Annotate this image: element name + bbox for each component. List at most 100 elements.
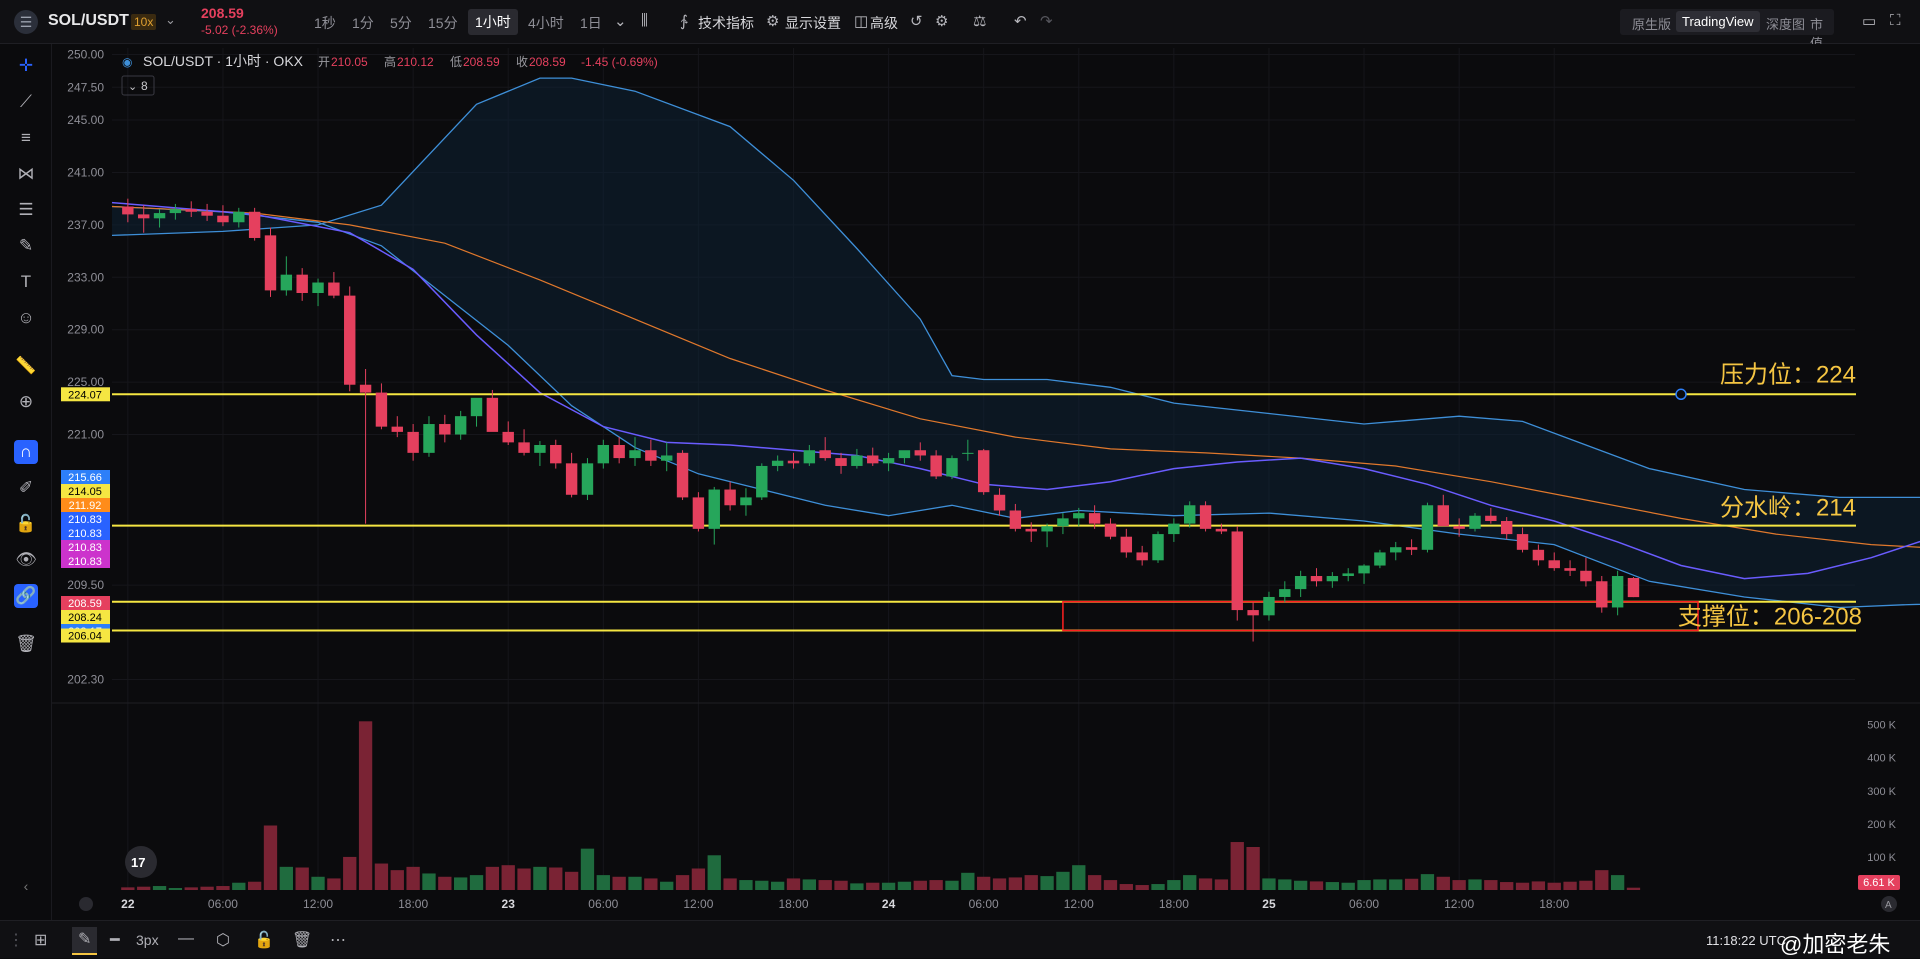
candle-body bbox=[407, 431, 419, 453]
collapse-chevron-icon[interactable]: ‹ bbox=[23, 878, 29, 894]
chevron-down-icon[interactable]: ⌄ bbox=[165, 12, 176, 27]
replay-icon[interactable]: ↺ bbox=[910, 13, 923, 30]
candle-body bbox=[1564, 568, 1576, 571]
candle-body bbox=[597, 444, 610, 464]
ruler-icon[interactable]: 📏 bbox=[15, 356, 37, 375]
redo-icon[interactable]: ↷ bbox=[1040, 13, 1053, 30]
line-width-icon[interactable]: ━ bbox=[110, 932, 120, 949]
display-settings-button[interactable]: 显示设置 bbox=[785, 15, 841, 31]
volume-bar bbox=[786, 878, 801, 890]
emoji-icon[interactable]: ☺ bbox=[17, 308, 35, 327]
legend-title: SOL/USDT · 1小时 · OKX bbox=[143, 53, 304, 69]
channel-icon[interactable]: ≡ bbox=[21, 128, 31, 147]
candle-body bbox=[1041, 526, 1053, 532]
volume-bar bbox=[770, 881, 785, 890]
legend-low: 208.59 bbox=[463, 55, 500, 69]
timeframe-1h[interactable]: 1小时 bbox=[468, 9, 518, 35]
symbol-name[interactable]: SOL/USDT bbox=[48, 12, 129, 29]
level-annotations: 压力位：224 分水岭：214 支撑位：206-208 bbox=[1678, 361, 1862, 630]
text-icon[interactable]: T bbox=[20, 272, 32, 291]
view-switcher: 原生版 TradingView 深度图 市值 bbox=[1620, 9, 1834, 51]
compare-icon[interactable]: ⚖ bbox=[973, 13, 987, 30]
window-icon[interactable]: ▭ bbox=[1862, 13, 1877, 30]
candle-body bbox=[502, 431, 514, 443]
trendline-icon[interactable]: ⟋ bbox=[20, 92, 32, 111]
volume-bar bbox=[200, 886, 214, 890]
timeframe-15m[interactable]: 15分 bbox=[428, 15, 458, 31]
candle-body bbox=[756, 465, 768, 498]
candle-type-icon[interactable]: ⫼ bbox=[641, 12, 648, 29]
trash-icon[interactable]: 🗑 bbox=[15, 634, 37, 653]
bottom-toolbar: ⋮ ⊞ ✎ ━ 3px — ⬡ 🔓 🗑 ⋯ 11:18:22 UTC @加密老朱 bbox=[0, 920, 1920, 958]
view-depth[interactable]: 深度图 bbox=[1766, 17, 1806, 32]
draw-lock-icon[interactable]: ✐ bbox=[18, 478, 34, 497]
volume-bar bbox=[1246, 847, 1260, 890]
timeframe-1m[interactable]: 1分 bbox=[352, 15, 374, 31]
unlock-icon[interactable]: 🔓 bbox=[254, 932, 274, 949]
legend-high-label: 高 bbox=[384, 54, 396, 69]
hamburger-icon[interactable]: ☰ bbox=[14, 10, 38, 34]
chevron-down-icon: ⌄ bbox=[128, 81, 137, 93]
drag-handle-icon[interactable]: ⋮ bbox=[8, 932, 24, 949]
volume-bar bbox=[802, 879, 817, 890]
volume-bar bbox=[327, 878, 341, 890]
timeframe-1d[interactable]: 1日 bbox=[580, 15, 602, 31]
gear-icon[interactable]: ⚙ bbox=[935, 13, 949, 30]
delete-icon[interactable]: 🗑 bbox=[292, 932, 313, 949]
zoom-in-icon[interactable]: ⊕ bbox=[18, 392, 34, 411]
leverage-badge: 10x bbox=[131, 14, 157, 30]
line-style-icon[interactable]: — bbox=[178, 930, 194, 947]
crosshair-icon[interactable]: ✛ bbox=[18, 56, 34, 75]
level-annotation: 支撑位：206-208 bbox=[1678, 604, 1862, 631]
view-native[interactable]: 原生版 bbox=[1632, 17, 1672, 32]
y-tick-label: 225.00 bbox=[67, 375, 104, 389]
candle-body bbox=[613, 444, 625, 459]
auto-scale-button[interactable] bbox=[1881, 896, 1897, 912]
candle-body bbox=[1580, 570, 1592, 582]
advanced-button[interactable]: 高级 bbox=[870, 15, 898, 31]
layout-icon[interactable]: ⊞ bbox=[34, 932, 48, 949]
view-tradingview[interactable]: TradingView bbox=[1676, 11, 1760, 32]
x-tick-label: 12:00 bbox=[303, 897, 333, 911]
price-chart[interactable]: 250.00 247.50 245.00 241.00 237.00 233.00 229.… bbox=[52, 44, 1920, 920]
timeframe-4h[interactable]: 4小时 bbox=[528, 15, 564, 31]
volume-bar bbox=[1547, 882, 1561, 890]
utc-clock: 11:18:22 UTC bbox=[1706, 933, 1786, 948]
volume-bar bbox=[1436, 876, 1450, 890]
volume-bar bbox=[1595, 870, 1609, 890]
settings-icon[interactable]: ⬡ bbox=[216, 932, 230, 949]
eye-icon[interactable]: 👁 bbox=[15, 550, 37, 569]
pencil-icon[interactable]: ✎ bbox=[72, 927, 98, 955]
volume-bar bbox=[152, 886, 167, 890]
top-toolbar: ☰ SOL/USDT 10x ⌄ 208.59 -5.02 (-2.36%) 1… bbox=[0, 0, 1920, 51]
candle-body bbox=[1073, 513, 1085, 519]
candle-body bbox=[1120, 536, 1133, 553]
candle-body bbox=[423, 424, 435, 453]
volume-bar bbox=[1468, 879, 1482, 890]
brush-icon[interactable]: ✎ bbox=[18, 236, 34, 255]
magnet-icon[interactable]: ∩ bbox=[14, 440, 38, 464]
more-icon[interactable]: ⋯ bbox=[330, 932, 346, 949]
timeframe-1s[interactable]: 1秒 bbox=[314, 15, 336, 31]
link-icon[interactable]: 🔗 bbox=[14, 584, 38, 608]
indicators-button[interactable]: 技术指标 bbox=[698, 15, 754, 31]
fullscreen-icon[interactable]: ⛶ bbox=[1890, 12, 1901, 29]
volume-bar bbox=[1373, 879, 1387, 890]
volume-bar bbox=[469, 875, 484, 890]
line-width-value[interactable]: 3px bbox=[136, 932, 159, 948]
candle-body bbox=[1500, 520, 1513, 535]
bollinger-fill bbox=[112, 78, 1920, 608]
candle-body bbox=[708, 489, 720, 529]
x-tick-label: 18:00 bbox=[1159, 897, 1189, 911]
volume-bar bbox=[945, 880, 959, 890]
volume-bar bbox=[628, 876, 642, 890]
fib-icon[interactable]: ☰ bbox=[18, 200, 34, 219]
undo-icon[interactable]: ↶ bbox=[1014, 13, 1027, 30]
candle-body bbox=[692, 497, 705, 529]
timeframe-5m[interactable]: 5分 bbox=[390, 15, 412, 31]
volume-bar bbox=[644, 878, 658, 890]
chevron-down-icon[interactable]: ⌄ bbox=[614, 13, 627, 30]
pattern-icon[interactable]: ⋈ bbox=[17, 164, 35, 183]
indicator-toggle[interactable] bbox=[121, 75, 155, 96]
lock-icon[interactable]: 🔓 bbox=[15, 514, 37, 533]
